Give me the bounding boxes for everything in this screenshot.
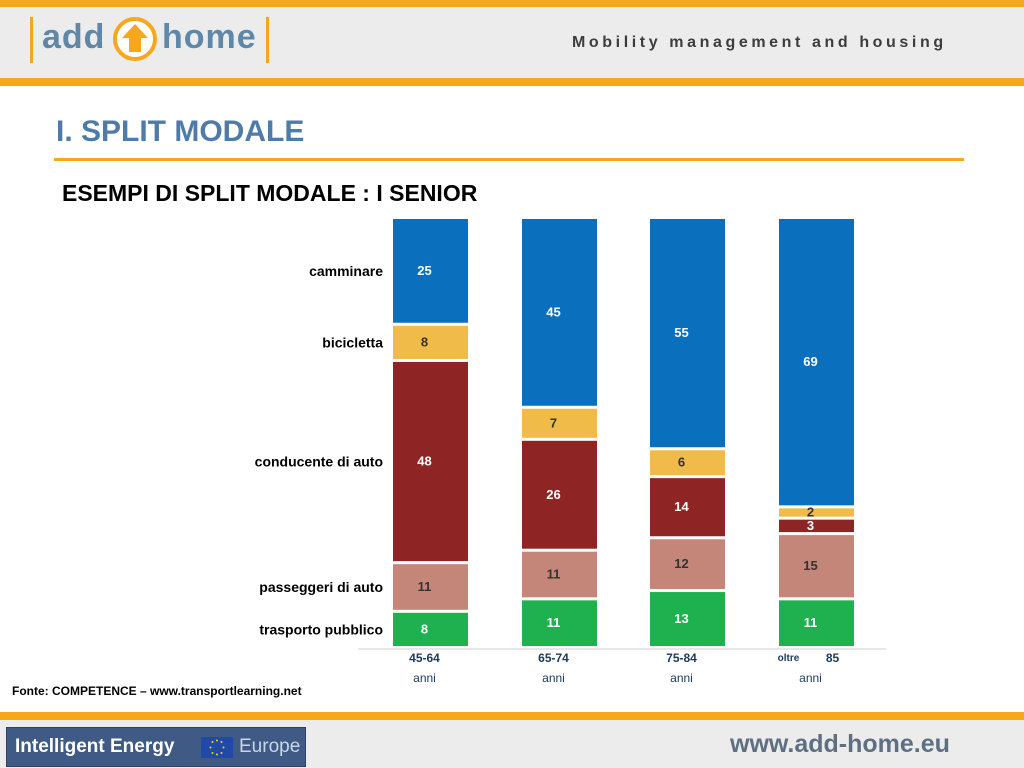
bar-value-label: 11 (804, 615, 818, 630)
tick-label-suffix: anni (670, 671, 693, 685)
bar-value-label: 48 (417, 454, 431, 469)
bar-value-label: 7 (550, 415, 557, 430)
website-link[interactable]: www.add-home.eu (730, 730, 950, 758)
bar-value-label: 14 (674, 499, 689, 514)
series-label: camminare (309, 263, 383, 279)
bar-value-label: 69 (803, 354, 817, 369)
bar-segment (522, 600, 597, 646)
bar-value-label: 11 (418, 579, 432, 594)
bar-segment (522, 219, 597, 406)
bar-value-label: 12 (674, 556, 688, 571)
logo-word-home: home (162, 18, 257, 56)
source-citation: Fonte: COMPETENCE – www.transportlearnin… (12, 684, 302, 698)
bar-segment (779, 535, 854, 598)
logo-word-add: add (42, 18, 106, 56)
bar-segment (522, 551, 597, 598)
bar-value-label: 8 (421, 334, 428, 349)
header-tagline: Mobility management and housing (572, 34, 947, 51)
partner-logo-text: Intelligent Energy (15, 736, 175, 757)
add-home-logo[interactable]: add home (28, 12, 278, 68)
tick-label-prefix: oltre (778, 653, 800, 664)
bar-segment (522, 408, 597, 438)
page-title: I. SPLIT MODALE (56, 115, 305, 148)
bar-segment (393, 325, 468, 359)
tick-label-age: 65-74 (538, 651, 569, 665)
header-accent-bar (0, 78, 1024, 86)
intelligent-energy-europe-logo[interactable]: Intelligent Energy Europe (6, 727, 306, 767)
series-label: bicicletta (322, 334, 383, 350)
bar-value-label: 11 (547, 615, 561, 630)
bar-value-label: 15 (803, 558, 817, 573)
bar-value-label: 26 (546, 487, 560, 502)
bar-segment (522, 440, 597, 549)
up-arrow-icon (113, 17, 157, 61)
bar-segment (779, 508, 854, 517)
logo-bar-left (30, 17, 33, 63)
logo-bar-right (266, 17, 269, 63)
bar-segment (779, 600, 854, 646)
bar-value-label: 2 (807, 505, 814, 520)
tick-label-suffix: anni (542, 671, 565, 685)
eu-flag-icon (201, 737, 233, 758)
bar-segment (650, 450, 725, 476)
bar-value-label: 45 (546, 304, 560, 319)
tick-label-age: 85 (826, 651, 840, 665)
title-divider (54, 158, 964, 161)
tick-label-suffix: anni (799, 671, 822, 685)
series-label: passeggeri di auto (259, 579, 383, 595)
bar-segment (650, 219, 725, 448)
bar-segment (393, 564, 468, 610)
bar-segment (779, 219, 854, 506)
tick-label-age: 45-64 (409, 651, 440, 665)
bar-segment (393, 612, 468, 646)
bar-segment (779, 519, 854, 533)
bar-segment (393, 361, 468, 562)
tick-label-suffix: anni (413, 671, 436, 685)
series-label: conducente di auto (255, 454, 383, 470)
chart-subtitle: ESEMPI DI SPLIT MODALE : I SENIOR (62, 180, 478, 206)
bar-value-label: 11 (547, 567, 561, 582)
stacked-bar-chart: 8114882545-64anni11112674565-74anni13121… (255, 219, 886, 685)
bar-value-label: 3 (807, 518, 814, 533)
tick-label-age: 75-84 (666, 651, 697, 665)
bar-value-label: 6 (678, 455, 685, 470)
bar-value-label: 8 (421, 621, 428, 636)
bar-segment (393, 219, 468, 323)
bar-value-label: 13 (674, 611, 688, 626)
bar-segment (650, 539, 725, 590)
header (0, 0, 1024, 86)
bar-value-label: 55 (674, 325, 688, 340)
bar-value-label: 25 (417, 263, 431, 278)
bar-segment (650, 478, 725, 537)
series-label: trasporto pubblico (259, 621, 383, 637)
bar-segment (650, 592, 725, 646)
partner-logo-europe: Europe (239, 736, 301, 757)
